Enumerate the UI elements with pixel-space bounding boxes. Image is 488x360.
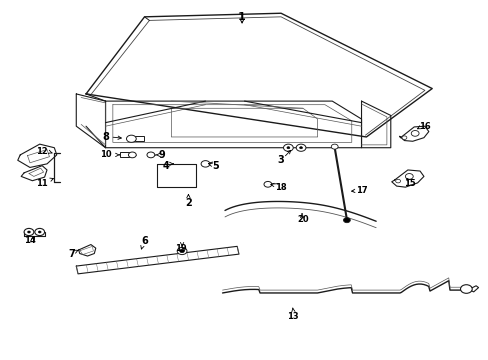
Circle shape [283,144,293,151]
Text: 1: 1 [238,12,245,22]
FancyBboxPatch shape [120,152,129,157]
Circle shape [401,136,406,139]
Circle shape [299,147,302,149]
Text: 20: 20 [297,215,308,224]
Text: 15: 15 [404,179,415,188]
Circle shape [395,179,400,183]
Text: 11: 11 [36,179,48,188]
FancyBboxPatch shape [135,136,143,141]
Text: 9: 9 [158,150,164,160]
Circle shape [126,135,136,142]
Text: 10: 10 [100,150,111,159]
Circle shape [179,249,184,253]
Text: 4: 4 [163,161,169,171]
Circle shape [147,152,155,158]
Text: 3: 3 [277,155,284,165]
Text: 14: 14 [24,237,36,246]
Circle shape [460,285,471,293]
Circle shape [330,144,337,149]
Text: 7: 7 [68,248,75,258]
Circle shape [286,147,289,149]
Circle shape [405,174,412,179]
Text: 17: 17 [355,186,366,195]
Circle shape [343,218,349,223]
Circle shape [24,228,34,235]
Circle shape [35,228,44,235]
Circle shape [201,161,209,167]
Circle shape [177,247,186,255]
Circle shape [410,131,418,136]
Text: 18: 18 [275,183,286,192]
Text: 12: 12 [36,147,48,156]
Circle shape [296,144,305,151]
Text: 2: 2 [184,198,191,208]
Circle shape [27,231,30,233]
Circle shape [128,152,136,158]
Text: 16: 16 [418,122,430,131]
Text: 8: 8 [102,132,109,142]
Text: 19: 19 [175,244,186,253]
Text: 13: 13 [287,312,299,321]
Text: 5: 5 [211,161,218,171]
Circle shape [38,231,41,233]
Text: 6: 6 [141,236,147,246]
Circle shape [264,181,271,187]
